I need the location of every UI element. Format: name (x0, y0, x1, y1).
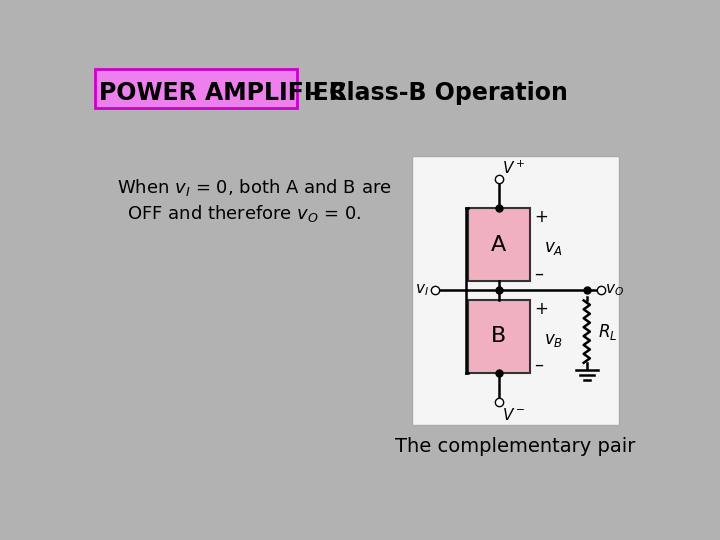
Text: OFF and therefore $v_O$ = 0.: OFF and therefore $v_O$ = 0. (127, 203, 361, 224)
Bar (96, 70, 297, 108)
Text: – Class-B Operation: – Class-B Operation (301, 82, 567, 105)
Text: $v_O$: $v_O$ (605, 282, 624, 298)
Text: +: + (534, 208, 549, 226)
Text: A: A (491, 234, 506, 254)
Text: $v_B$: $v_B$ (544, 331, 563, 349)
Text: –: – (534, 356, 544, 374)
Text: $V^+$: $V^+$ (502, 160, 526, 177)
Text: When $v_I$ = 0, both A and B are: When $v_I$ = 0, both A and B are (117, 178, 392, 199)
Bar (412, 156, 619, 425)
Text: +: + (534, 300, 549, 318)
Text: $V^-$: $V^-$ (502, 407, 526, 423)
Bar (468, 300, 530, 373)
Text: The complementary pair: The complementary pair (395, 437, 636, 456)
Text: POWER AMPLIFIER: POWER AMPLIFIER (99, 82, 347, 105)
Text: B: B (491, 326, 506, 346)
Text: –: – (534, 265, 544, 282)
Bar (468, 208, 530, 281)
Text: $R_L$: $R_L$ (598, 322, 617, 342)
Text: $v_A$: $v_A$ (544, 239, 563, 258)
Text: $v_I$: $v_I$ (415, 282, 428, 298)
